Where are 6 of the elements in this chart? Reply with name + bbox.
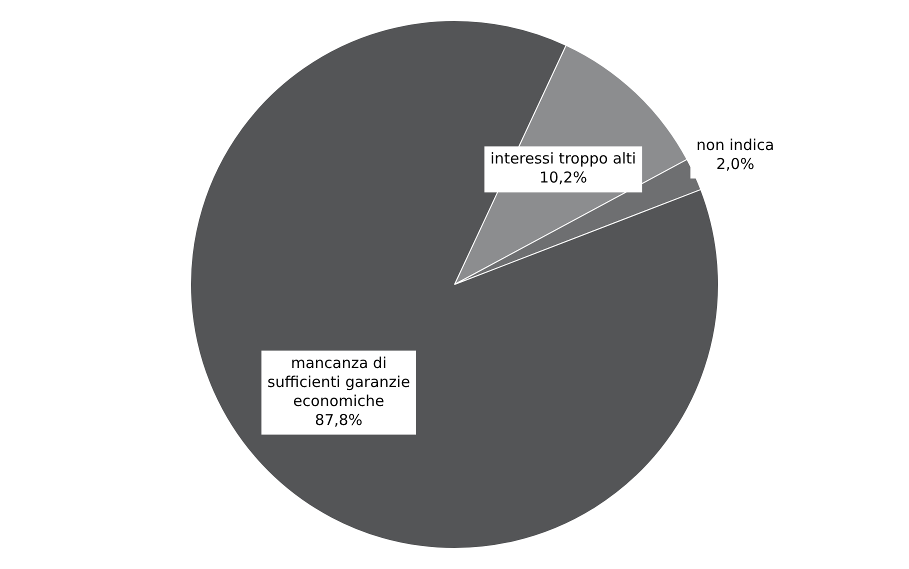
data-label: 2,0%: [716, 154, 754, 173]
slice-label: mancanza di sufficienti garanzie economiche: [267, 354, 410, 410]
data-label: 87,8%: [314, 411, 363, 429]
data-label: 10,2%: [539, 168, 588, 187]
slice-label: non indica: [696, 136, 774, 154]
slice-label: interessi troppo alti: [490, 150, 636, 168]
